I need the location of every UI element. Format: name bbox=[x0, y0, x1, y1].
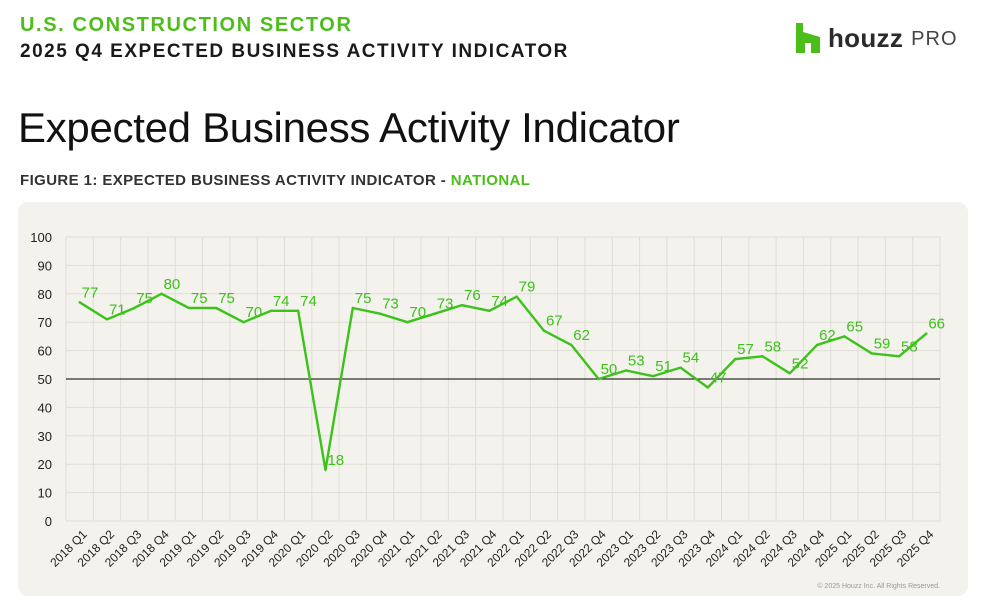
data-point bbox=[324, 468, 327, 472]
data-point bbox=[433, 312, 436, 315]
data-point bbox=[105, 318, 109, 321]
data-label: 74 bbox=[273, 293, 290, 310]
data-point bbox=[542, 329, 546, 332]
data-label: 73 bbox=[382, 296, 399, 313]
data-label: 58 bbox=[764, 338, 781, 355]
data-label: 77 bbox=[82, 284, 99, 301]
data-point bbox=[269, 309, 273, 313]
data-label: 65 bbox=[846, 318, 863, 335]
data-label: 71 bbox=[109, 301, 126, 318]
data-point bbox=[761, 355, 764, 358]
y-tick-label: 50 bbox=[38, 372, 52, 387]
data-point bbox=[843, 335, 846, 338]
data-label: 51 bbox=[655, 358, 672, 375]
chart-panel: 0 10 20 30 40 50 60 70 80 90 100 2018 Q1 2018 Q2 2018… bbox=[18, 202, 968, 596]
data-point bbox=[351, 306, 354, 310]
data-point bbox=[460, 303, 464, 307]
y-tick-label: 60 bbox=[38, 344, 52, 359]
data-point bbox=[515, 295, 518, 298]
data-point bbox=[296, 309, 300, 313]
data-label: 52 bbox=[792, 355, 809, 372]
data-label: 57 bbox=[737, 341, 754, 358]
data-point bbox=[870, 352, 873, 355]
data-label: 70 bbox=[246, 304, 263, 321]
data-label: 75 bbox=[136, 290, 153, 307]
y-tick-label: 40 bbox=[38, 400, 52, 415]
logo-pro-text: PRO bbox=[911, 28, 958, 50]
series-line bbox=[79, 292, 928, 472]
logo-wordmark: houzz bbox=[828, 22, 904, 53]
data-label: 74 bbox=[491, 293, 508, 310]
sector-heading: U.S. CONSTRUCTION SECTOR bbox=[20, 14, 353, 36]
data-label: 62 bbox=[819, 327, 836, 344]
data-label: 18 bbox=[327, 452, 344, 469]
data-label: 50 bbox=[601, 361, 618, 378]
data-label: 58 bbox=[901, 338, 918, 355]
y-tick-label: 80 bbox=[38, 287, 52, 302]
data-label: 75 bbox=[355, 290, 372, 307]
data-point bbox=[925, 332, 928, 335]
data-label: 76 bbox=[464, 287, 481, 304]
figure-caption-region: NATIONAL bbox=[450, 172, 531, 189]
data-point bbox=[679, 366, 682, 369]
data-label: 47 bbox=[710, 370, 727, 387]
data-point bbox=[652, 374, 655, 378]
data-label: 62 bbox=[573, 327, 590, 344]
data-point bbox=[78, 301, 81, 304]
figure-caption: FIGURE 1: EXPECTED BUSINESS ACTIVITY IND… bbox=[20, 172, 530, 189]
figure-caption-prefix: FIGURE 1: EXPECTED BUSINESS ACTIVITY IND… bbox=[20, 172, 451, 189]
data-point bbox=[133, 306, 136, 310]
data-point bbox=[242, 321, 245, 324]
report-subtitle: 2025 Q4 EXPECTED BUSINESS ACTIVITY INDIC… bbox=[20, 41, 569, 62]
data-label: 79 bbox=[519, 279, 536, 296]
data-label: 53 bbox=[628, 352, 645, 369]
data-point bbox=[815, 343, 819, 347]
y-tick-label: 30 bbox=[38, 429, 52, 444]
data-label: 70 bbox=[409, 304, 426, 321]
data-point bbox=[488, 309, 491, 313]
data-point bbox=[215, 306, 218, 310]
data-point bbox=[897, 355, 901, 358]
page-title: Expected Business Activity Indicator bbox=[18, 104, 680, 151]
data-label: 66 bbox=[928, 316, 945, 333]
data-label: 80 bbox=[164, 276, 181, 293]
y-tick-label: 0 bbox=[45, 514, 52, 529]
data-point bbox=[570, 343, 573, 347]
data-label: 75 bbox=[218, 290, 235, 307]
y-tick-label: 100 bbox=[30, 230, 52, 245]
data-label: 67 bbox=[546, 313, 563, 330]
data-point bbox=[733, 357, 737, 361]
data-point bbox=[160, 292, 163, 295]
data-point bbox=[187, 306, 191, 310]
data-point bbox=[624, 369, 628, 372]
copyright-notice: © 2025 Houzz Inc. All Rights Reserved. bbox=[817, 583, 940, 590]
data-label: 74 bbox=[300, 293, 317, 310]
data-point bbox=[706, 386, 710, 389]
data-label: 54 bbox=[683, 350, 700, 367]
data-label: 73 bbox=[437, 296, 454, 313]
data-point bbox=[406, 321, 409, 324]
y-tick-label: 10 bbox=[38, 486, 52, 501]
houzz-h-icon bbox=[796, 23, 820, 53]
data-label: 75 bbox=[191, 290, 208, 307]
y-tick-label: 20 bbox=[38, 457, 52, 472]
houzz-pro-logo[interactable]: houzz PRO bbox=[796, 20, 958, 56]
y-tick-label: 90 bbox=[38, 258, 52, 273]
data-point bbox=[597, 377, 600, 381]
data-point bbox=[788, 372, 791, 375]
y-tick-label: 70 bbox=[38, 315, 52, 330]
data-label: 59 bbox=[874, 335, 891, 352]
data-point bbox=[378, 312, 382, 315]
